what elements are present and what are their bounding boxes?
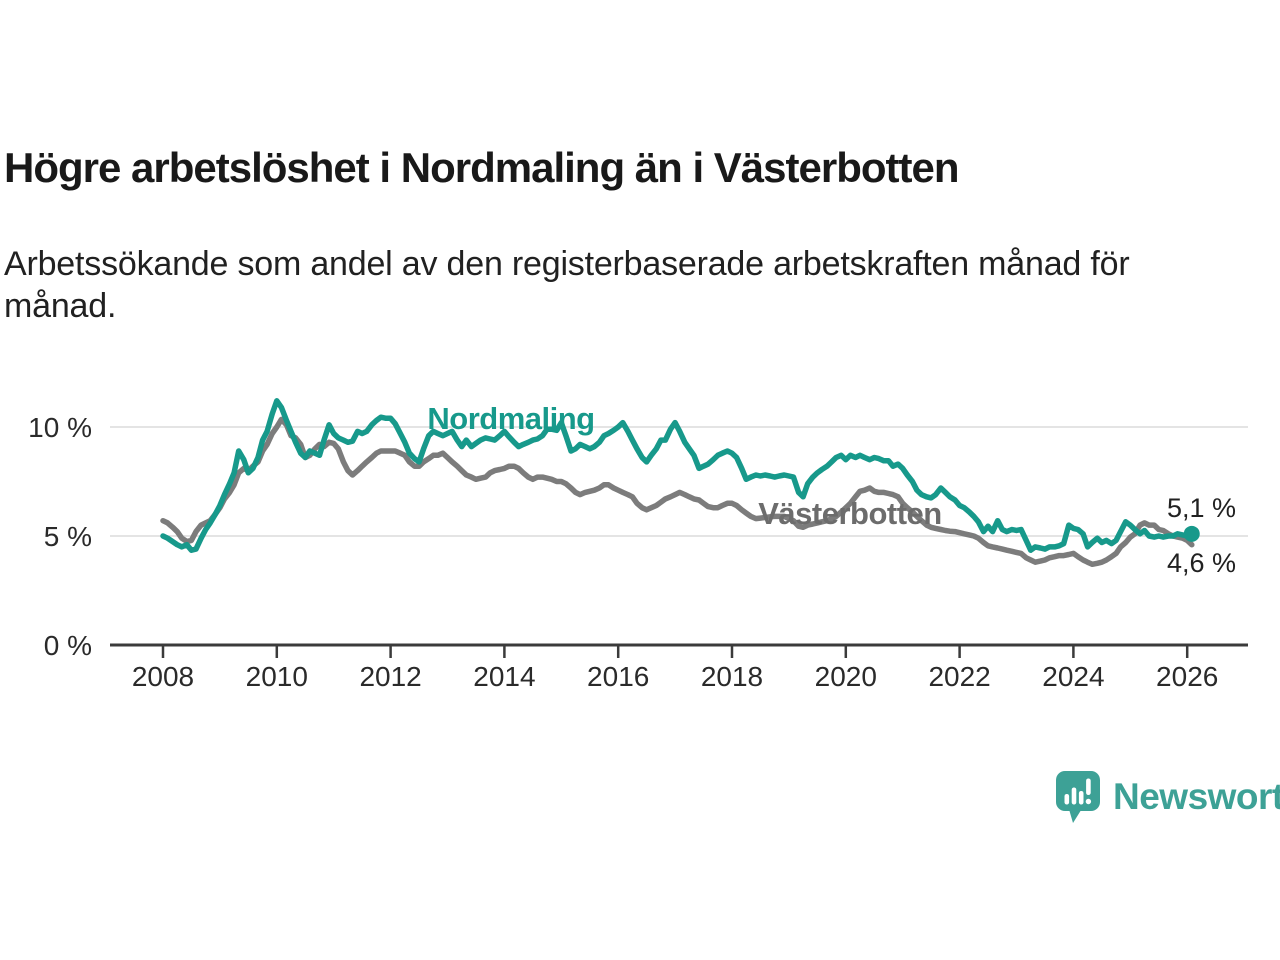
x-axis-tick-label: 2026 xyxy=(1156,661,1218,692)
chart-subtitle-line1: Arbetssökande som andel av den registerb… xyxy=(4,245,1130,283)
chart-subtitle-line2: månad. xyxy=(4,287,117,325)
y-axis-tick-label: 10 % xyxy=(28,412,92,443)
chart-subtitle: Arbetssökande som andel av den registerb… xyxy=(4,243,1130,327)
x-axis-tick-label: 2008 xyxy=(132,661,194,692)
newsworthy-logo-icon xyxy=(1056,771,1100,823)
page-title: Högre arbetslöshet i Nordmaling än i Väs… xyxy=(4,144,960,191)
x-axis-tick-label: 2018 xyxy=(701,661,763,692)
series-label-nordmaling: Nordmaling xyxy=(427,401,594,436)
end-value-label-vasterbotten: 4,6 % xyxy=(1167,548,1236,578)
series-line-vasterbotten xyxy=(160,416,1195,568)
x-axis-tick-label: 2020 xyxy=(815,661,877,692)
x-axis-tick-label: 2010 xyxy=(246,661,308,692)
x-axis-tick-label: 2012 xyxy=(359,661,421,692)
newsworthy-logo: Newsworthy xyxy=(1053,769,1280,824)
series-label-vasterbotten: Västerbotten xyxy=(758,496,941,531)
x-axis-tick-label: 2024 xyxy=(1042,661,1104,692)
end-value-label-nordmaling: 5,1 % xyxy=(1167,493,1236,523)
series-line-nordmaling xyxy=(160,398,1195,553)
latest-value-dot xyxy=(1183,525,1200,542)
x-axis-tick-label: 2014 xyxy=(473,661,535,692)
y-axis-tick-label: 0 % xyxy=(44,630,92,661)
x-axis-tick-label: 2016 xyxy=(587,661,649,692)
y-axis-tick-label: 5 % xyxy=(44,521,92,552)
x-axis-tick-label: 2022 xyxy=(928,661,990,692)
newsworthy-logo-text: Newsworthy xyxy=(1113,775,1280,817)
